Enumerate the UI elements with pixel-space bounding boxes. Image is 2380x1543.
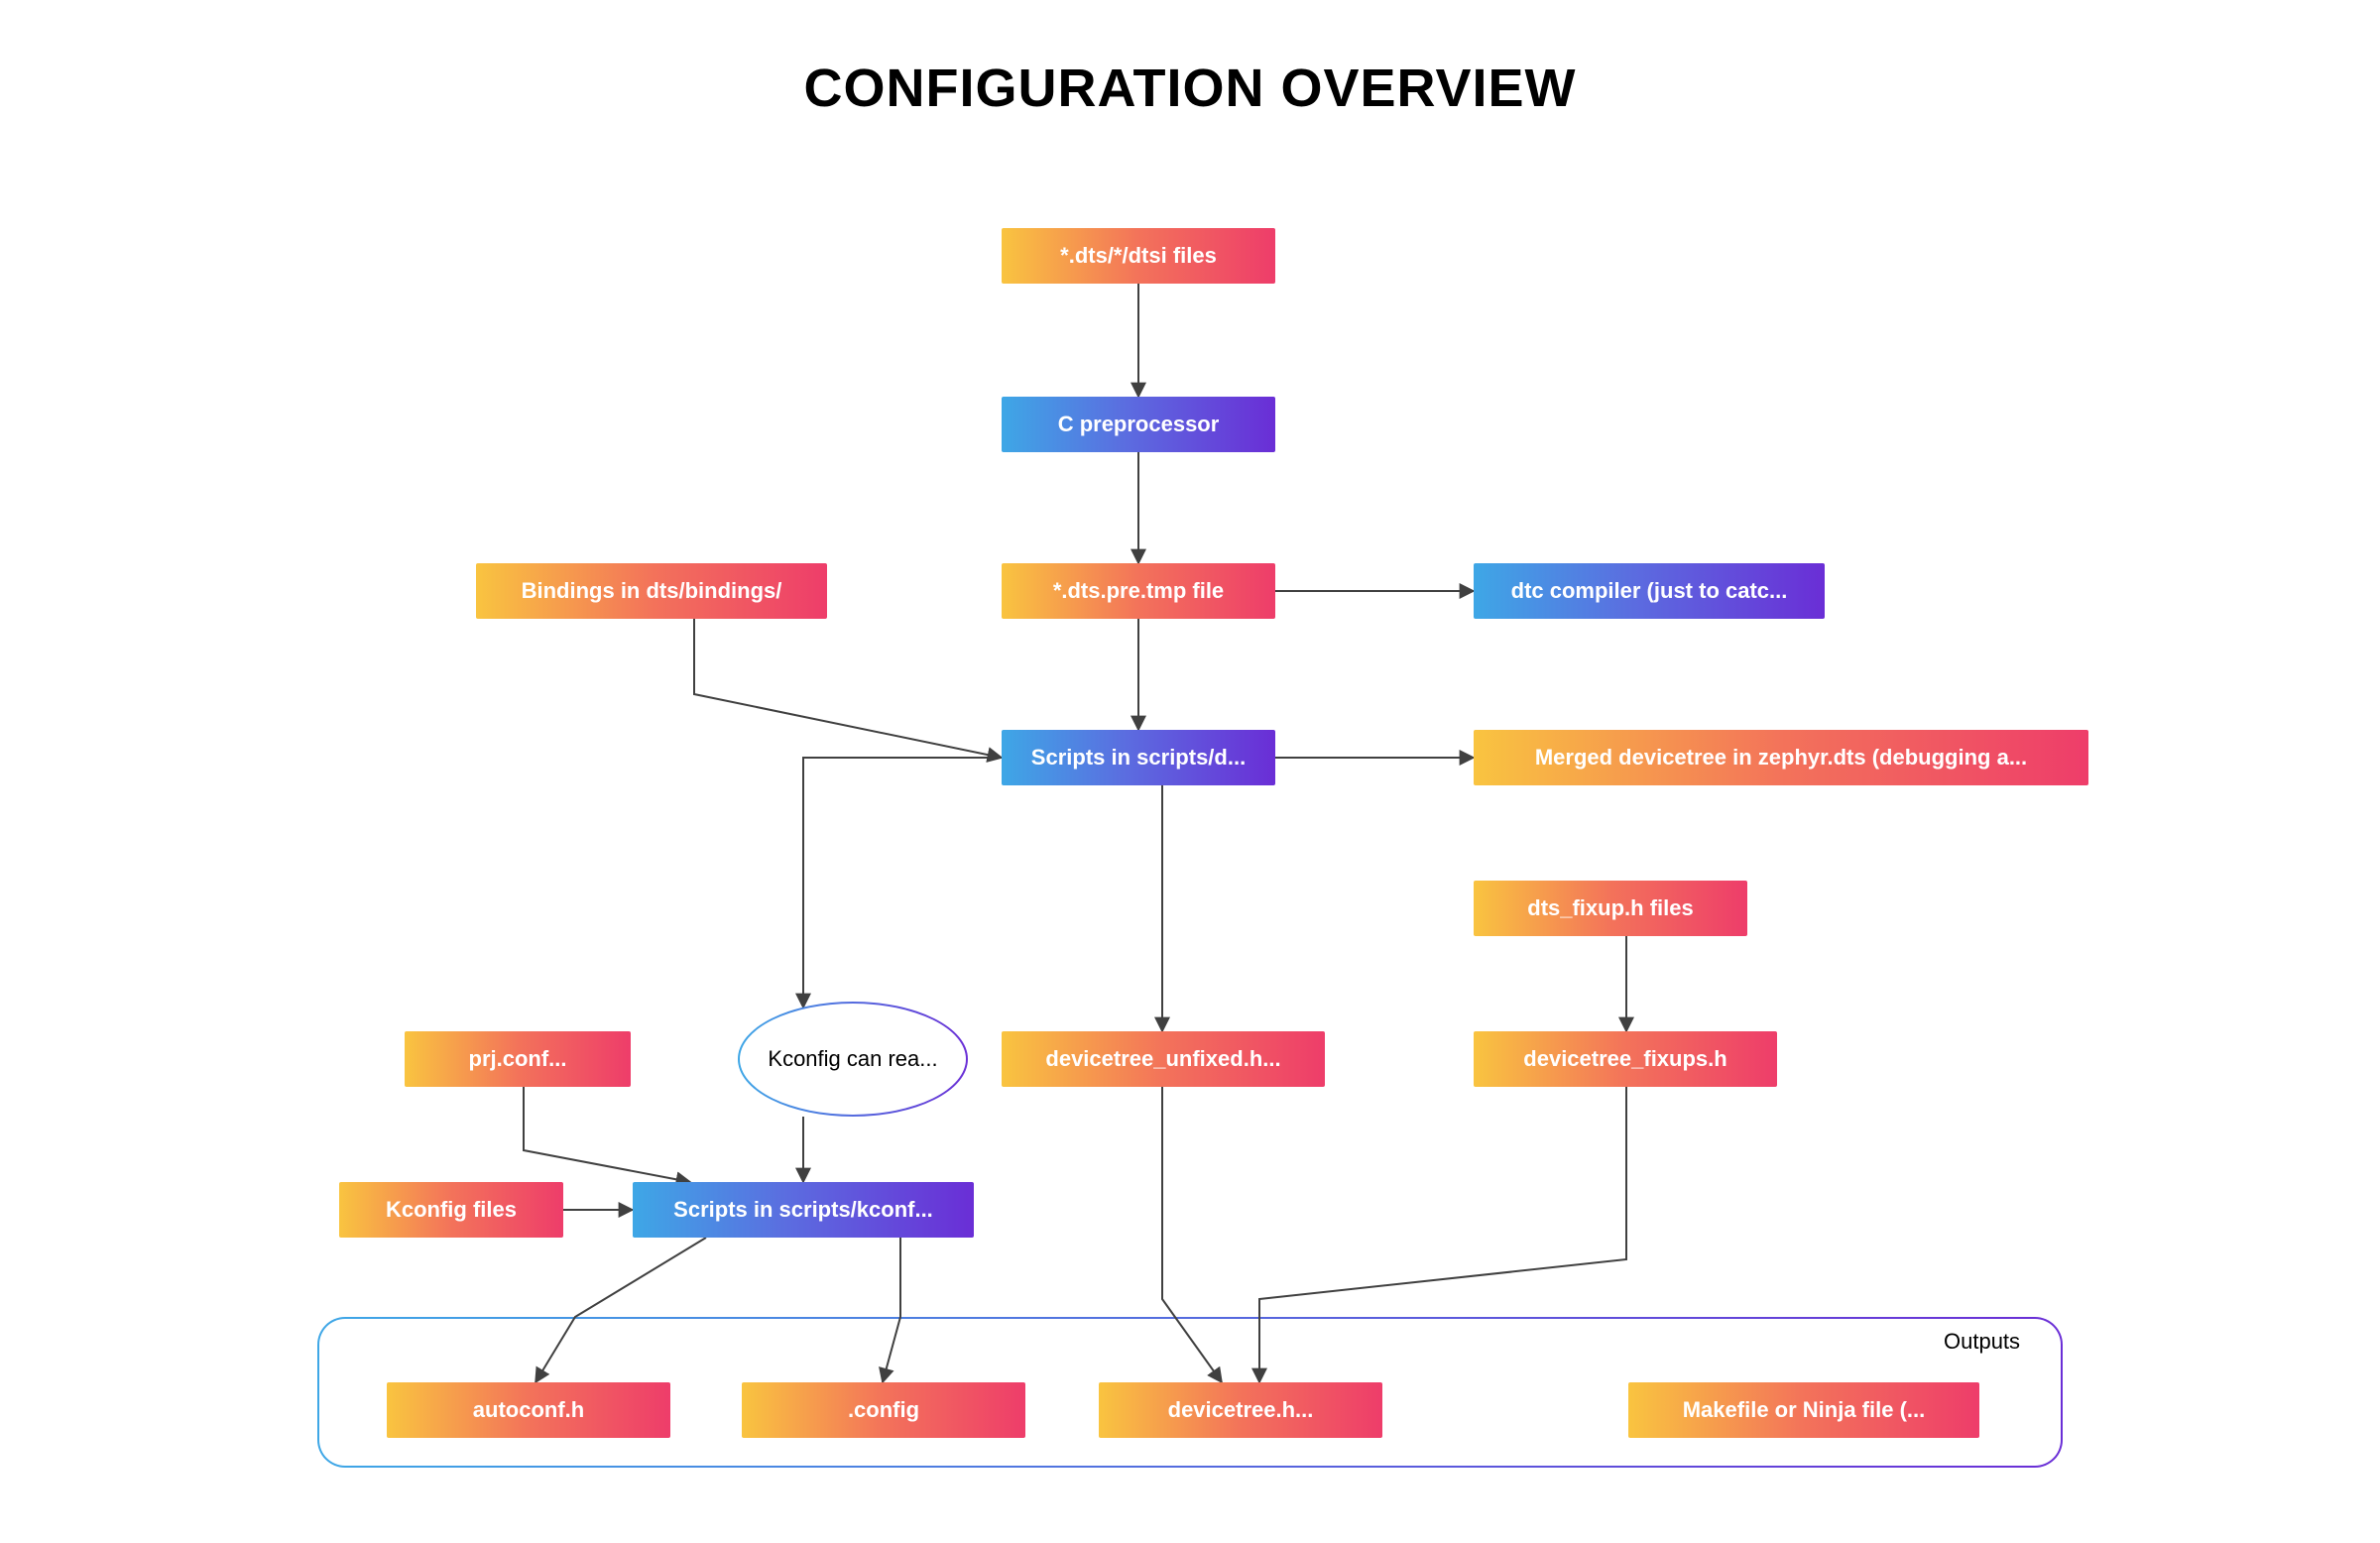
node-scripts_dts: Scripts in scripts/d... bbox=[1002, 730, 1275, 785]
node-dts_files: *.dts/*/dtsi files bbox=[1002, 228, 1275, 284]
ellipse-label: Kconfig can rea... bbox=[740, 1004, 966, 1115]
node-bindings: Bindings in dts/bindings/ bbox=[476, 563, 827, 619]
node-kconfig_read: Kconfig can rea... bbox=[738, 1002, 968, 1117]
node-dt_unfixed: devicetree_unfixed.h... bbox=[1002, 1031, 1325, 1087]
edge-scripts_dts-kconfig_read bbox=[803, 758, 1002, 1008]
node-autoconf: autoconf.h bbox=[387, 1382, 670, 1438]
node-makefile: Makefile or Ninja file (... bbox=[1628, 1382, 1979, 1438]
edge-bindings-scripts_dts bbox=[694, 619, 1002, 758]
node-merged_dt: Merged devicetree in zephyr.dts (debuggi… bbox=[1474, 730, 2088, 785]
node-dt_fixups: devicetree_fixups.h bbox=[1474, 1031, 1777, 1087]
node-kconfig_files: Kconfig files bbox=[339, 1182, 563, 1238]
outputs-label: Outputs bbox=[1944, 1329, 2020, 1355]
node-scripts_kconf: Scripts in scripts/kconf... bbox=[633, 1182, 974, 1238]
edge-prj_conf-scripts_kconf bbox=[524, 1087, 690, 1182]
node-c_preproc: C preprocessor bbox=[1002, 397, 1275, 452]
node-devicetree_h: devicetree.h... bbox=[1099, 1382, 1382, 1438]
page-title: CONFIGURATION OVERVIEW bbox=[803, 58, 1576, 119]
node-pre_tmp: *.dts.pre.tmp file bbox=[1002, 563, 1275, 619]
node-config: .config bbox=[742, 1382, 1025, 1438]
node-dtc: dtc compiler (just to catc... bbox=[1474, 563, 1825, 619]
node-dts_fixup_files: dts_fixup.h files bbox=[1474, 881, 1747, 936]
node-prj_conf: prj.conf... bbox=[405, 1031, 631, 1087]
